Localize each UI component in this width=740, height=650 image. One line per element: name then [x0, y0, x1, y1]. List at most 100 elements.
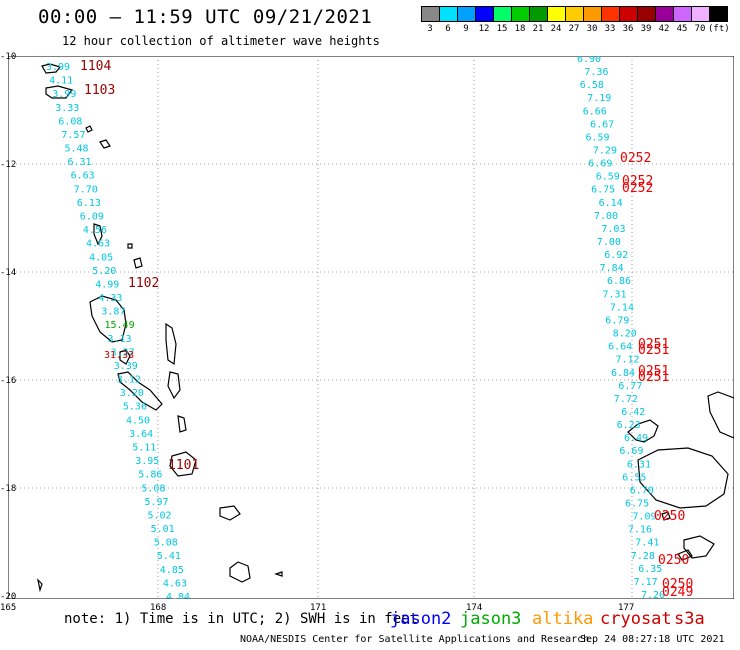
swh-value: 6.23 — [617, 420, 641, 431]
swh-value: 5.97 — [145, 497, 169, 508]
scale-swatch — [511, 6, 530, 22]
scale-label: 15 — [496, 24, 508, 34]
swh-value: 4.63 — [163, 578, 187, 589]
map-title: 00:00 – 11:59 UTC 09/21/2021 — [38, 6, 373, 28]
scale-label: 3 — [427, 24, 433, 34]
swh-value: 4.50 — [126, 415, 150, 426]
swh-value: 3.12 — [117, 375, 141, 386]
swh-value: 7.36 — [584, 67, 608, 78]
scale-label: 24 — [550, 24, 562, 34]
swh-value: 5.48 — [65, 144, 89, 155]
scale-label: 21 — [532, 24, 544, 34]
swh-value: 7.14 — [610, 302, 634, 313]
generation-timestamp: Sep 24 08:27:18 UTC 2021 — [580, 634, 725, 645]
pass-id-label: 0251 — [638, 337, 669, 352]
swh-value: 5.11 — [132, 443, 156, 454]
swh-value: 6.64 — [608, 342, 632, 353]
scale-swatch — [565, 6, 584, 22]
scale-swatch — [421, 6, 440, 22]
satellite-legend-item: cryosat — [600, 609, 672, 629]
swh-value: 3.95 — [135, 456, 159, 467]
swh-value: 5.36 — [123, 402, 147, 413]
swh-value: 3.99 — [52, 89, 76, 100]
map-subtitle: 12 hour collection of altimeter wave hei… — [62, 34, 380, 48]
swh-value: 6.08 — [58, 116, 82, 127]
latitude-label: -10 — [0, 52, 17, 62]
graticule — [8, 56, 734, 599]
coastlines — [37, 63, 734, 593]
swh-value: 6.31 — [627, 459, 651, 470]
swh-value: 6.58 — [580, 80, 604, 91]
swh-value: 6.90 — [577, 56, 601, 65]
pass-id-label: 0252 — [622, 174, 653, 189]
pass-id-label: 1102 — [128, 276, 159, 291]
swh-value: 6.63 — [71, 171, 95, 182]
swh-value: 6.49 — [624, 433, 648, 444]
swh-value: 5.20 — [92, 266, 116, 277]
swh-value: 6.69 — [619, 446, 643, 457]
scale-swatch — [655, 6, 674, 22]
swh-value: 3.39 — [114, 361, 138, 372]
swh-value: 6.66 — [583, 106, 607, 117]
west-swh-track: 3.99 4.11 3.99 3.33 6.08 7.57 5.48 6.31 6.63 7.70… — [46, 62, 190, 599]
swh-value: 4.99 — [95, 279, 119, 290]
swh-value: 7.12 — [616, 355, 640, 366]
longitude-label: 174 — [466, 603, 483, 613]
swh-value: 6.42 — [621, 407, 645, 418]
swh-value: 5.08 — [141, 483, 165, 494]
scale-label: 30 — [586, 24, 598, 34]
swh-value: 4.05 — [89, 252, 113, 263]
swh-value: 4.84 — [166, 592, 190, 599]
footnote: note: 1) Time is in UTC; 2) SWH is in fe… — [64, 611, 419, 627]
swh-value: 6.09 — [80, 212, 104, 223]
swh-value: 7.16 — [628, 525, 652, 536]
swh-value: 4.56 — [83, 225, 107, 236]
swh-value: 6.67 — [590, 119, 614, 130]
swh-value: 6.75 — [591, 185, 615, 196]
swh-value: 7.20 — [641, 590, 665, 599]
scale-swatch — [583, 6, 602, 22]
pass-id-label: 0252 — [622, 181, 653, 196]
credit-line: NOAA/NESDIS Center for Satellite Applica… — [240, 634, 590, 645]
swh-value: 4.63 — [86, 239, 110, 250]
scale-label: 27 — [568, 24, 580, 34]
swh-value: 15.49 — [105, 320, 135, 331]
satellite-legend-item: altika — [532, 609, 594, 629]
swh-value: 3.87 — [101, 307, 125, 318]
satellite-legend-item: jason2 — [390, 609, 452, 629]
swh-value: 6.59 — [586, 132, 610, 143]
swh-value: 7.29 — [593, 146, 617, 157]
swh-value: 5.08 — [154, 538, 178, 549]
latitude-label: -20 — [0, 592, 17, 602]
swh-value: 6.92 — [604, 250, 628, 261]
swh-value: 7.28 — [631, 551, 655, 562]
pass-id-label: 0249 — [662, 585, 693, 599]
pass-id-label: 1104 — [80, 59, 111, 74]
satellite-legend-item: jason3 — [460, 609, 522, 629]
swh-value: 5.01 — [151, 524, 175, 535]
satellite-legend-item: s3a — [674, 609, 705, 629]
scale-swatch — [691, 6, 710, 22]
swh-value: 6.14 — [599, 198, 623, 209]
latitude-label: -12 — [0, 160, 17, 170]
swh-value: 4.33 — [98, 293, 122, 304]
swh-value: 3.99 — [46, 62, 70, 73]
latitude-label: -18 — [0, 484, 17, 494]
swh-value: 7.19 — [587, 93, 611, 104]
scale-swatch — [475, 6, 494, 22]
east-swh-track: 6.90 7.36 6.58 7.19 6.66 6.67 6.59 7.29 6.69 6.59… — [577, 56, 665, 599]
scale-swatch — [547, 6, 566, 22]
highlight-swh-value: 31.33 — [104, 350, 134, 361]
pass-id-label: 0251 — [638, 370, 669, 385]
swh-value: 4.11 — [49, 76, 73, 87]
swh-value: 6.35 — [638, 564, 662, 575]
swh-value: 3.33 — [55, 103, 79, 114]
pass-id-labels: 1104110311021101025202520252025102510251… — [80, 59, 693, 599]
latitude-label: -14 — [0, 268, 17, 278]
swh-value: 7.84 — [600, 263, 624, 274]
swh-value: 7.00 — [594, 211, 618, 222]
scale-label: 36 — [622, 24, 634, 34]
swh-value: 7.17 — [634, 577, 658, 588]
longitude-label: 171 — [310, 603, 327, 613]
pass-id-label: 0250 — [662, 577, 693, 592]
